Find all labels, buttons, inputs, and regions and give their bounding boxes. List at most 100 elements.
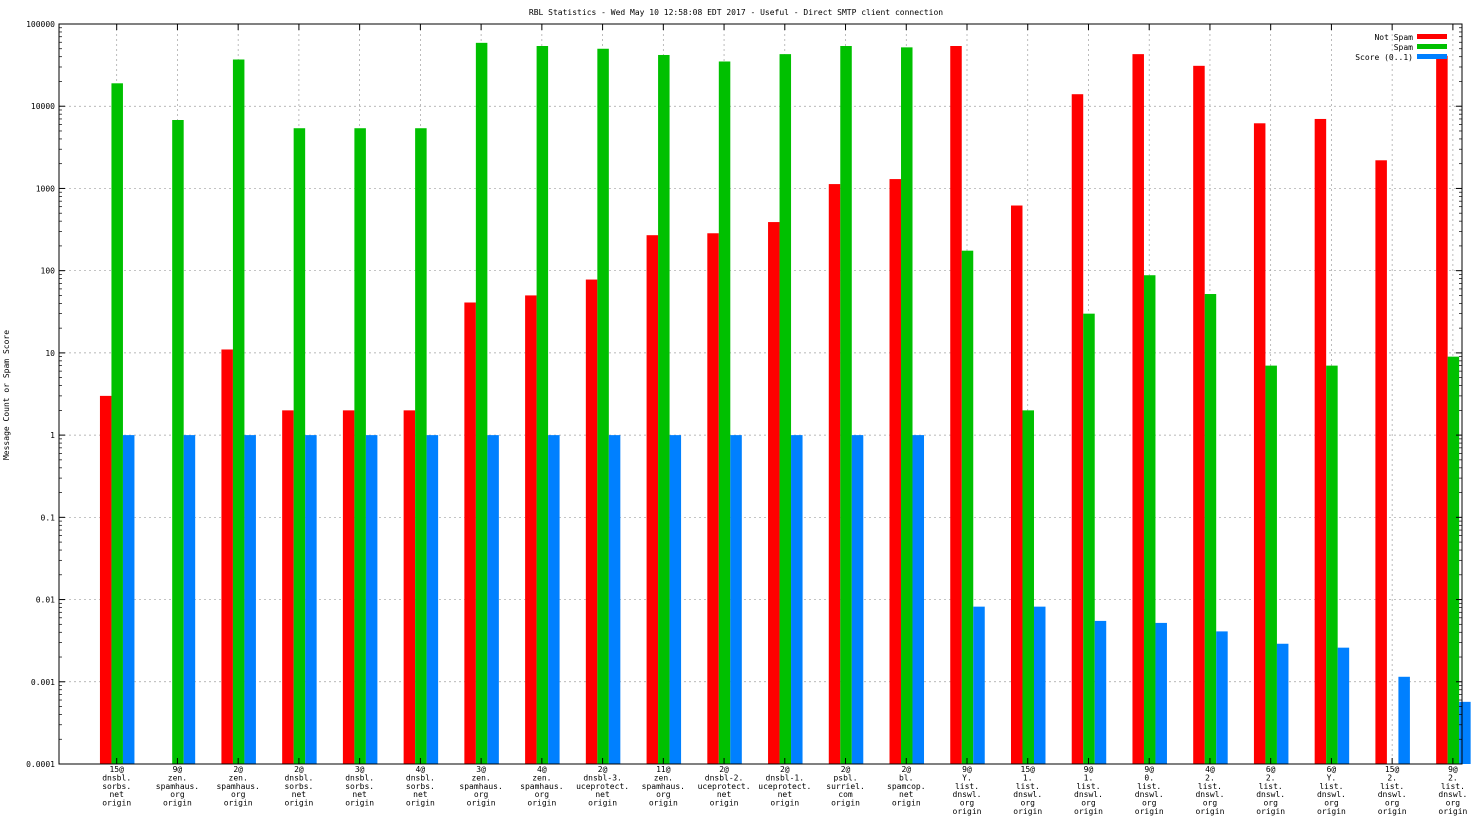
bar-spam: [840, 46, 852, 765]
bar-not-spam: [1253, 123, 1266, 764]
bar-spam: [415, 128, 427, 764]
category-label: 9@ Y. list. dnswl. org origin: [953, 765, 982, 816]
bar-not-spam: [464, 302, 476, 764]
bar-not-spam: [342, 410, 355, 764]
bar-not-spam: [99, 395, 112, 764]
bar-score-0-1: [912, 435, 925, 764]
category-label: 6@ Y. list. dnswl. org origin: [1317, 765, 1346, 816]
bar-not-spam: [646, 235, 659, 764]
category-label: 9@ 2. list. dnswl. org origin: [1438, 765, 1467, 816]
bar-score-0-1: [973, 606, 985, 764]
bar-not-spam: [403, 410, 416, 764]
bar-not-spam: [889, 179, 902, 764]
axis-ticks: 0.0001 0.001 0.01 0.1 1 10 100 1000 10000 100000: [26, 20, 1462, 769]
chart-title: RBL Statistics - Wed May 10 12:58:08 EDT…: [529, 8, 943, 17]
bar-score-0-1: [183, 435, 196, 764]
category-label: 15@ dnsbl. sorbs. net origin: [102, 765, 131, 808]
category-label: 2@ dnsbl-1. uceprotect. net origin: [758, 765, 811, 808]
category-label: 15@ 2. list. dnswl. org origin: [1378, 765, 1407, 816]
bar-score-0-1: [851, 435, 864, 764]
category-label: 2@ psbl. surriel. com origin: [826, 765, 865, 808]
bar-score-0-1: [1276, 643, 1289, 764]
bar-spam: [1326, 365, 1338, 764]
bar-spam: [1204, 294, 1217, 764]
category-labels: 15@ dnsbl. sorbs. net origin 9@ zen. spamhaus. o…: [102, 765, 1467, 816]
bar-score-0-1: [1094, 620, 1107, 764]
y-tick-label: 10: [45, 349, 55, 358]
bar-score-0-1: [305, 435, 317, 764]
y-tick-label: 0.01: [36, 596, 55, 605]
category-label: 2@ zen. spamhaus. org origin: [216, 765, 259, 808]
y-tick-label: 100: [41, 267, 56, 276]
bar-spam: [1265, 365, 1277, 764]
y-tick-label: 0.1: [41, 513, 56, 522]
category-label: 2@ dnsbl. sorbs. net origin: [284, 765, 313, 808]
y-tick-label: 0.001: [31, 678, 55, 687]
bar-score-0-1: [1459, 701, 1471, 764]
bar-score-0-1: [1033, 606, 1046, 764]
bar-spam: [293, 128, 306, 764]
bar-score-0-1: [791, 435, 803, 764]
bar-spam: [779, 54, 792, 765]
bar-spam: [536, 46, 549, 765]
bar-marks: [99, 42, 1471, 765]
legend-swatch: [1417, 34, 1447, 39]
bar-not-spam: [828, 184, 841, 765]
bar-spam: [475, 42, 488, 764]
category-label: 15@ 1. list. dnswl. org origin: [1013, 765, 1042, 816]
bar-not-spam: [585, 279, 598, 764]
y-tick-label: 10000: [31, 102, 55, 111]
bar-not-spam: [1314, 118, 1327, 764]
bar-score-0-1: [548, 435, 560, 764]
legend-label: Spam: [1394, 43, 1413, 52]
bar-not-spam: [707, 233, 719, 764]
bar-score-0-1: [669, 435, 682, 764]
bar-spam: [1143, 275, 1156, 764]
bar-spam: [961, 250, 974, 764]
bar-spam: [1083, 313, 1095, 764]
bar-spam: [658, 54, 670, 764]
bar-score-0-1: [1155, 622, 1167, 764]
bar-not-spam: [950, 46, 962, 765]
legend-label: Score (0..1): [1355, 53, 1413, 62]
category-label: 6@ 2. list. dnswl. org origin: [1256, 765, 1285, 816]
bar-not-spam: [1132, 54, 1144, 765]
category-label: 3@ dnsbl. sorbs. net origin: [345, 765, 374, 808]
bar-not-spam: [1193, 65, 1205, 765]
bar-score-0-1: [365, 435, 378, 764]
category-label: 4@ 2. list. dnswl. org origin: [1195, 765, 1224, 816]
category-label: 11@ zen. spamhaus. org origin: [642, 765, 685, 808]
bar-not-spam: [768, 222, 780, 765]
bar-spam: [597, 48, 609, 765]
bar-not-spam: [282, 410, 294, 764]
bar-spam: [1022, 410, 1034, 764]
bar-score-0-1: [608, 435, 621, 764]
bar-spam: [172, 119, 184, 764]
category-label: 3@ zen. spamhaus. org origin: [459, 765, 502, 808]
category-label: 4@ zen. spamhaus. org origin: [520, 765, 563, 808]
y-tick-label: 100000: [26, 20, 55, 29]
legend-label: Not Spam: [1374, 33, 1413, 42]
bar-not-spam: [1071, 94, 1084, 764]
bar-score-0-1: [487, 435, 499, 764]
legend-swatch: [1417, 54, 1447, 59]
bar-spam: [901, 47, 913, 765]
plot-frame: [58, 23, 1463, 765]
bar-score-0-1: [244, 435, 256, 764]
y-tick-label: 0.0001: [26, 760, 55, 769]
bar-not-spam: [1375, 160, 1387, 765]
bar-spam: [1447, 356, 1460, 764]
bar-not-spam: [1436, 55, 1448, 765]
bar-not-spam: [221, 349, 233, 764]
bar-score-0-1: [1216, 631, 1228, 764]
legend-swatch: [1417, 44, 1447, 49]
category-label: 2@ dnsbl-3. uceprotect. net origin: [576, 765, 629, 808]
bar-not-spam: [1010, 205, 1023, 764]
bar-spam: [232, 59, 245, 764]
y-axis-title: Message Count or Spam Score: [2, 330, 11, 460]
category-label: 2@ dnsbl-2. uceprotect. net origin: [698, 765, 751, 808]
bar-score-0-1: [1398, 676, 1410, 764]
bar-score-0-1: [122, 435, 135, 764]
